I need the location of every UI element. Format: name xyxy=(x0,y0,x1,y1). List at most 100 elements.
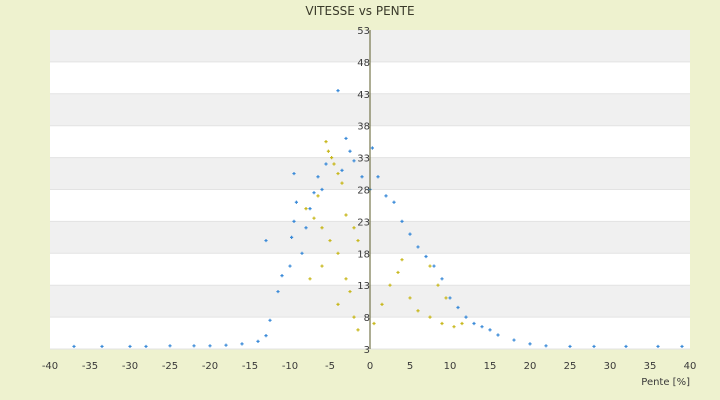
data-point xyxy=(380,302,384,306)
data-point xyxy=(568,344,572,349)
data-point xyxy=(324,162,328,166)
data-point xyxy=(472,321,476,326)
data-point xyxy=(332,162,336,166)
data-point xyxy=(360,175,364,179)
data-point xyxy=(324,140,328,144)
x-tick-label: 35 xyxy=(644,361,657,372)
data-point xyxy=(192,344,196,348)
data-point xyxy=(436,283,440,287)
data-point xyxy=(168,344,172,348)
data-point xyxy=(488,328,492,332)
data-point xyxy=(240,342,244,346)
data-point xyxy=(100,344,104,349)
data-point xyxy=(340,181,344,185)
data-point xyxy=(280,274,284,278)
data-point xyxy=(294,200,298,204)
data-point xyxy=(144,344,148,349)
y-tick-label: 38 xyxy=(357,122,370,133)
x-tick-label: -10 xyxy=(282,361,298,372)
data-point xyxy=(408,232,412,236)
data-point xyxy=(356,328,360,332)
x-tick-labels: -40 -35 -30 -25 -20 -15 -10 -5 0 5 10 15 20 25 30 35 40 xyxy=(42,361,697,372)
data-point xyxy=(544,344,548,348)
series-blue-points xyxy=(72,89,684,349)
data-point xyxy=(680,344,684,349)
x-tick-label: -15 xyxy=(242,361,258,372)
data-point xyxy=(444,296,448,300)
data-point xyxy=(528,342,532,346)
data-point xyxy=(428,315,432,319)
data-point xyxy=(452,325,456,329)
x-tick-label: 15 xyxy=(484,361,497,372)
y-tick-label: 33 xyxy=(357,154,370,165)
data-point xyxy=(308,277,312,281)
data-point xyxy=(388,283,392,287)
data-point xyxy=(304,226,308,230)
data-point xyxy=(320,187,324,192)
data-point xyxy=(316,175,320,179)
data-point xyxy=(376,175,380,179)
data-point xyxy=(348,149,352,153)
data-point xyxy=(288,264,292,268)
data-point xyxy=(344,277,348,281)
data-point xyxy=(416,309,420,313)
data-point xyxy=(224,343,228,347)
data-point xyxy=(340,168,344,172)
data-point xyxy=(72,344,76,349)
data-point xyxy=(624,344,628,349)
data-point xyxy=(344,136,348,141)
data-point xyxy=(308,207,312,211)
data-point xyxy=(328,238,332,243)
data-point xyxy=(320,226,324,230)
data-point xyxy=(370,146,374,150)
data-point xyxy=(336,171,340,176)
data-point xyxy=(480,325,484,329)
data-point xyxy=(326,149,330,153)
data-point xyxy=(392,200,396,204)
data-point xyxy=(460,321,464,326)
x-tick-label: -5 xyxy=(325,361,335,372)
y-tick-label: 23 xyxy=(357,217,370,228)
data-point xyxy=(316,194,320,198)
data-point xyxy=(356,238,360,243)
data-point xyxy=(352,159,356,163)
x-tick-label: -25 xyxy=(162,361,178,372)
data-point xyxy=(408,296,412,300)
y-tick-label: 28 xyxy=(357,186,370,197)
data-point xyxy=(312,191,316,195)
data-point xyxy=(372,321,376,326)
data-point xyxy=(352,315,356,319)
data-point xyxy=(264,238,268,243)
data-point xyxy=(336,251,340,255)
x-tick-label: 30 xyxy=(604,361,617,372)
data-point xyxy=(456,305,460,310)
data-point xyxy=(464,315,468,319)
data-point xyxy=(268,318,272,322)
x-tick-label: 20 xyxy=(524,361,537,372)
y-tick-label: 53 xyxy=(357,26,370,37)
x-tick-label: -40 xyxy=(42,361,58,372)
data-point xyxy=(448,296,452,300)
data-point xyxy=(396,270,400,275)
data-point xyxy=(128,344,132,349)
x-tick-label: 10 xyxy=(444,361,457,372)
x-axis-label: Pente [%] xyxy=(641,377,690,388)
data-point xyxy=(400,219,404,223)
data-point xyxy=(424,254,428,259)
series-yellow-points xyxy=(304,140,464,332)
data-point xyxy=(304,207,308,211)
x-tick-label: 25 xyxy=(564,361,577,372)
data-point xyxy=(348,289,352,294)
data-point xyxy=(432,264,436,268)
data-point xyxy=(300,251,304,255)
data-point xyxy=(400,258,404,262)
data-point xyxy=(330,156,334,160)
data-point xyxy=(336,89,340,93)
data-point xyxy=(336,302,340,306)
data-point xyxy=(416,245,420,249)
chart-title: VITESSE vs PENTE xyxy=(305,4,414,18)
x-tick-label: 0 xyxy=(367,361,373,372)
data-point xyxy=(256,339,260,343)
